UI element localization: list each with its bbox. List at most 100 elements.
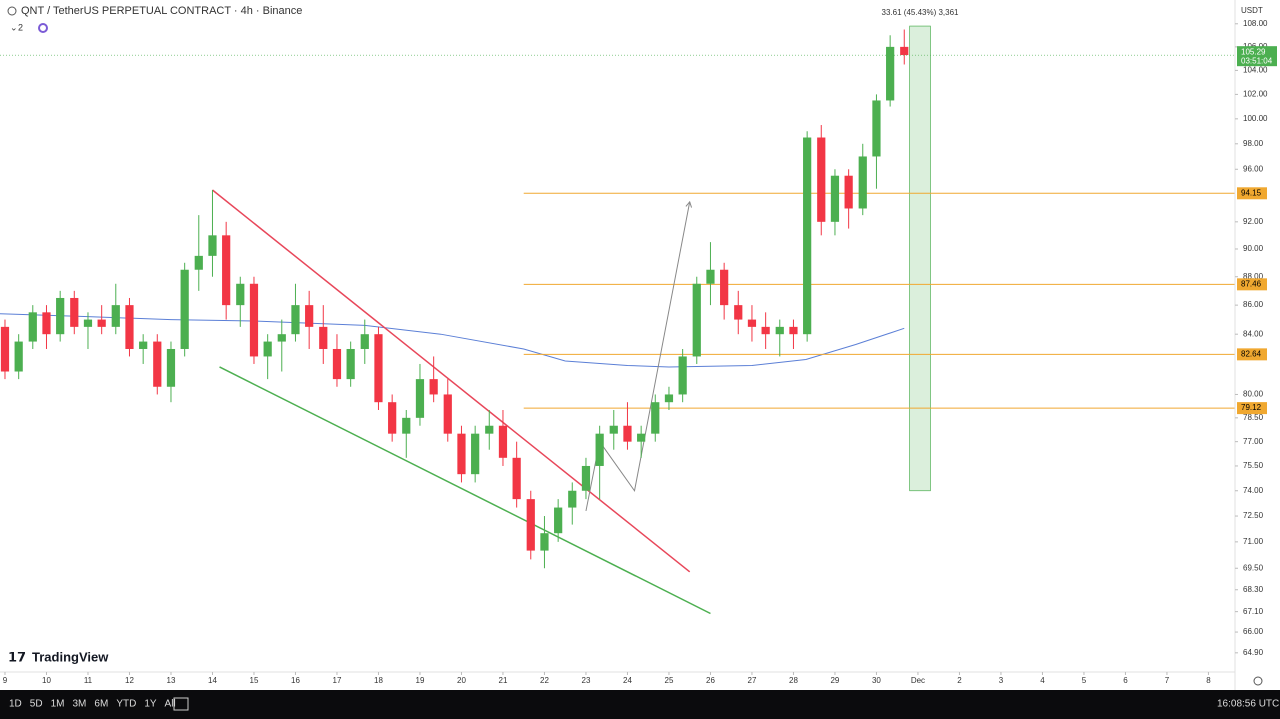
candle-body	[498, 425, 508, 458]
candle-body	[305, 305, 314, 327]
candle-body	[554, 507, 563, 534]
currency[interactable]: USDT	[1241, 6, 1263, 15]
candle-body	[346, 348, 355, 380]
candle-body	[761, 326, 770, 335]
toolbar-buttons: 1D 5D 1M 3M 6M YTD 1Y All	[9, 699, 176, 710]
brand[interactable]: TradingView	[32, 649, 109, 664]
candle-body	[720, 269, 729, 306]
y-tick-label: 69.50	[1243, 563, 1264, 572]
x-tick-label: 25	[665, 676, 674, 685]
candle-body	[194, 255, 203, 270]
range-button[interactable]: 1D	[9, 699, 22, 710]
indicator-icon[interactable]	[38, 23, 48, 33]
x-tick-label: 11	[84, 676, 93, 685]
candle-body	[568, 490, 577, 508]
x-tick-label: Dec	[911, 676, 925, 685]
level-label: 94.15	[1241, 188, 1262, 197]
candle-body	[775, 326, 784, 335]
y-tick-label: 75.50	[1243, 461, 1264, 470]
candle-body	[581, 465, 591, 491]
candle-body	[830, 175, 840, 222]
candle-body	[595, 433, 604, 466]
level-label: 82.64	[1241, 349, 1262, 358]
tv-logo-mark[interactable]: 𝟭𝟳	[8, 649, 26, 664]
x-tick-label: 14	[208, 676, 217, 685]
candle-body	[332, 348, 342, 380]
trendline	[219, 366, 711, 615]
projection-arrowhead	[685, 200, 693, 208]
range-button[interactable]: 3M	[73, 699, 87, 710]
candle-body	[14, 341, 23, 372]
candle-body	[526, 499, 535, 551]
date-range-icon[interactable]	[173, 697, 189, 711]
candle-body	[803, 137, 812, 335]
x-tick-label: 7	[1165, 676, 1170, 685]
x-tick-label: 8	[1206, 676, 1211, 685]
candle-body	[664, 394, 674, 403]
candle-body	[97, 319, 106, 327]
candle-body	[277, 334, 286, 342]
y-tick-label: 74.00	[1243, 486, 1264, 495]
range-button[interactable]: 5D	[30, 699, 43, 710]
y-tick-label: 64.90	[1243, 648, 1264, 657]
candle-body	[263, 341, 272, 357]
candle-body	[637, 433, 646, 442]
y-tick-label: 66.00	[1243, 627, 1264, 636]
range-button[interactable]: 6M	[94, 699, 108, 710]
candle-body	[817, 137, 826, 222]
y-tick-label: 92.00	[1243, 217, 1264, 226]
candle-body	[208, 235, 217, 256]
level-tag	[1237, 348, 1267, 361]
x-tick-label: 21	[499, 676, 508, 685]
indicator-toggle[interactable]: ⌄	[10, 22, 18, 32]
candle-body	[415, 379, 425, 418]
candle-body	[706, 269, 715, 284]
candle-body	[609, 425, 618, 434]
y-tick-label: 86.00	[1243, 300, 1264, 309]
candle-body	[485, 425, 494, 434]
x-tick-label: 13	[167, 676, 176, 685]
candle-body	[360, 334, 369, 349]
candle-body	[153, 341, 162, 387]
candle-body	[0, 326, 10, 372]
candle-body	[443, 394, 452, 434]
y-tick-label: 78.50	[1243, 413, 1264, 422]
indicator-count[interactable]: 2	[18, 22, 23, 32]
x-tick-label: 18	[374, 676, 383, 685]
symbol-title[interactable]: QNT / TetherUS PERPETUAL CONTRACT · 4h ·…	[21, 5, 302, 17]
candle-body	[471, 433, 480, 475]
candle-body	[125, 305, 134, 349]
x-tick-label: 29	[830, 676, 839, 685]
plot	[0, 25, 1235, 615]
x-tick-label: 4	[1040, 676, 1045, 685]
candle-body	[540, 533, 549, 551]
y-tick-label: 102.00	[1243, 89, 1268, 98]
candle-body	[83, 319, 93, 327]
settings-icon[interactable]	[1253, 676, 1263, 686]
x-tick-label: 17	[333, 676, 342, 685]
candle-body	[319, 326, 328, 349]
y-tick-label: 67.10	[1243, 607, 1264, 616]
trendline	[212, 189, 691, 573]
y-tick-label: 88.00	[1243, 272, 1264, 281]
level-tag	[1237, 402, 1267, 415]
y-tick-label: 96.00	[1243, 164, 1264, 173]
measure-label: 33.61 (45.43%) 3,361	[882, 8, 959, 17]
x-tick-label: 10	[42, 676, 51, 685]
x-tick-label: 23	[582, 676, 591, 685]
projection-path	[585, 201, 691, 512]
symbol-icon[interactable]	[7, 6, 17, 16]
range-button[interactable]: 1Y	[144, 699, 157, 710]
range-button[interactable]: YTD	[116, 699, 136, 710]
range-button[interactable]: 1M	[51, 699, 65, 710]
y-tick-label: 98.00	[1243, 139, 1264, 148]
x-tick-label: 27	[748, 676, 757, 685]
x-tick-label: 9	[3, 676, 8, 685]
x-tick-label: 28	[789, 676, 798, 685]
x-tick-label: 2	[957, 676, 962, 685]
candle-body	[249, 283, 259, 357]
y-tick-label: 104.00	[1243, 66, 1268, 75]
range-button[interactable]: All	[165, 699, 176, 710]
candle-body	[56, 297, 65, 335]
level-tag	[1237, 187, 1267, 200]
